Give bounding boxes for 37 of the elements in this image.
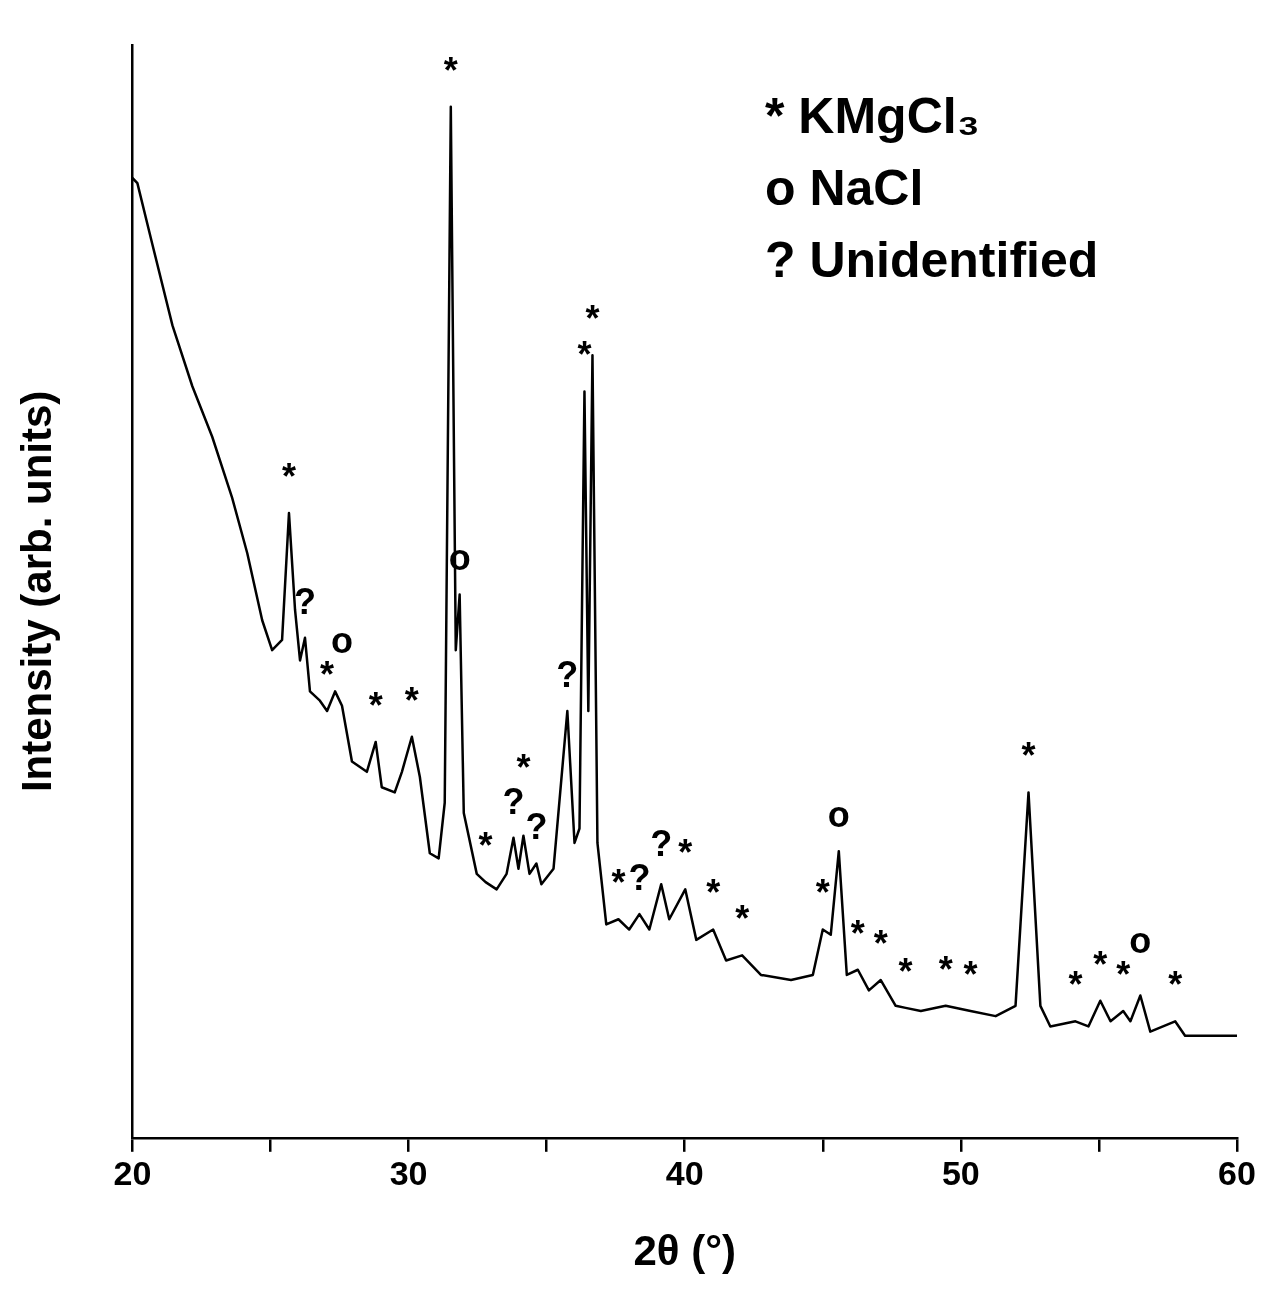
- annotation: o: [827, 794, 850, 836]
- annotation: *: [815, 872, 830, 914]
- annotation: *: [1168, 964, 1183, 1006]
- annotation: *: [443, 49, 458, 91]
- annotation: * KMgCl₃: [765, 87, 981, 146]
- annotation: *: [404, 679, 419, 721]
- annotation: *: [873, 922, 888, 964]
- annotation: *: [1068, 964, 1083, 1006]
- annotation: *: [678, 832, 693, 874]
- annotation: *: [963, 953, 978, 995]
- annotation: o: [1129, 919, 1152, 961]
- annotation: ?: [525, 806, 548, 848]
- annotation: *: [611, 862, 626, 904]
- x-axis-title: 2θ (°): [633, 1227, 736, 1275]
- annotation: *: [898, 950, 913, 992]
- annotation: *: [281, 455, 296, 497]
- annotation: *: [368, 684, 383, 726]
- annotation: ?: [650, 823, 673, 865]
- y-axis-title: Intensity (arb. units): [12, 390, 60, 793]
- annotation: *: [850, 912, 865, 954]
- annotation: *: [735, 898, 750, 940]
- x-tick-label: 30: [389, 1153, 428, 1192]
- annotation: *: [1093, 943, 1108, 985]
- annotation: ? Unidentified: [765, 231, 1099, 290]
- annotation: *: [1021, 735, 1036, 777]
- annotation: ?: [556, 653, 579, 695]
- annotation: *: [706, 872, 721, 914]
- annotation: *: [1116, 953, 1131, 995]
- x-tick-label: 40: [665, 1153, 704, 1192]
- annotation: *: [938, 948, 953, 990]
- x-tick-label: 60: [1218, 1153, 1256, 1192]
- annotation: ?: [628, 857, 651, 899]
- annotation: *: [478, 825, 493, 867]
- x-tick-label: 20: [113, 1153, 152, 1192]
- annotation: o NaCl: [765, 159, 925, 218]
- annotation: ?: [293, 580, 316, 622]
- x-tick-label: 50: [941, 1153, 980, 1192]
